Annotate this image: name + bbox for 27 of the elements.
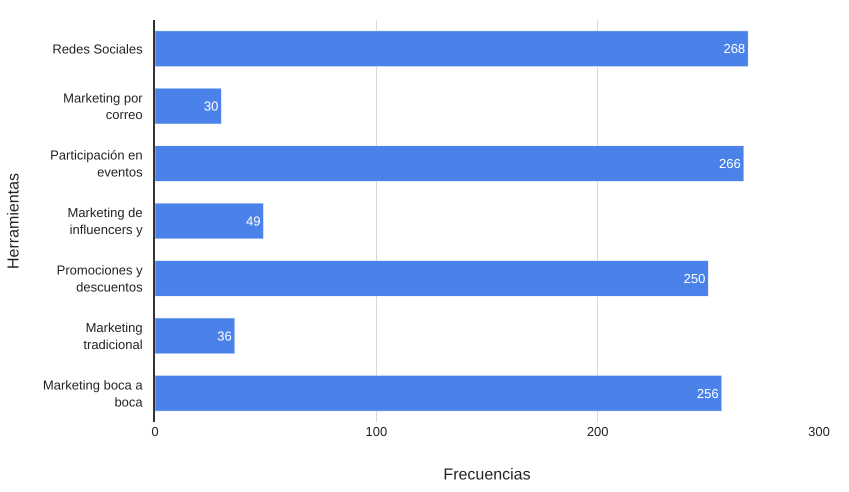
y-tick-label: Marketing por correo (63, 90, 144, 122)
data-label: 250 (684, 270, 706, 286)
data-label: 266 (719, 156, 741, 172)
bar (155, 375, 722, 412)
y-tick-label: Redes Sociales (52, 41, 144, 56)
x-tick-label: 0 (151, 424, 159, 439)
y-axis-title: Herramientas (5, 172, 22, 270)
bar (155, 30, 748, 67)
y-tick-label: Marketing tradicional (83, 320, 143, 352)
bar (155, 318, 235, 354)
bar (155, 88, 222, 124)
bar (155, 146, 744, 182)
y-tick-label: Promociones y descuentos (56, 262, 144, 294)
data-label: 30 (204, 98, 218, 114)
data-label: 49 (246, 214, 260, 228)
data-label: 268 (723, 41, 746, 56)
x-tick-label: 200 (586, 424, 609, 439)
y-tick-label: Marketing de influencers y (67, 205, 144, 237)
x-tick-label: 300 (808, 424, 830, 439)
bar (155, 260, 709, 296)
x-tick-label: 100 (365, 424, 388, 439)
y-tick-label: Marketing boca a boca (42, 377, 144, 410)
y-tick-label: Participación en eventos (50, 148, 144, 180)
data-label: 256 (696, 386, 719, 401)
x-axis-title: Frecuencias (443, 466, 531, 484)
data-label: 36 (217, 328, 232, 344)
bar (155, 202, 264, 240)
